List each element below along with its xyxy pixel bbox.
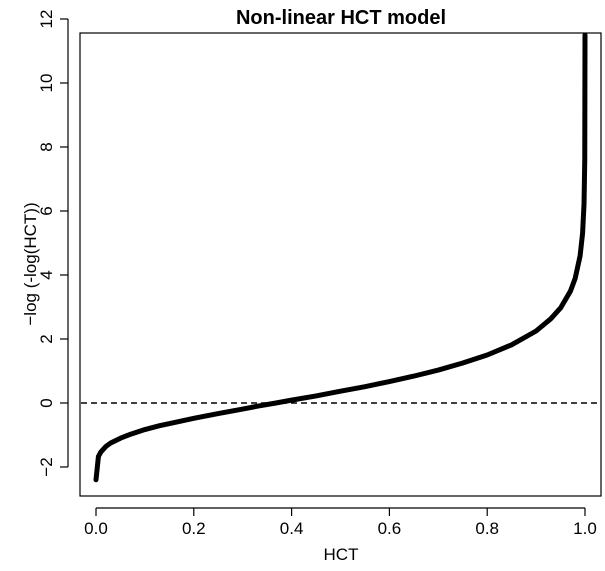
chart-title: Non-linear HCT model	[236, 7, 446, 29]
x-axis: 0.0 0.2 0.4 0.6 0.8 1.0	[84, 507, 597, 538]
y-tick-label: 10	[37, 74, 56, 93]
x-axis-label: HCT	[324, 545, 359, 564]
y-tick-label: 2	[37, 334, 56, 343]
y-axis-label: −log (-log(HCT))	[21, 202, 40, 325]
x-tick-label: 0.6	[378, 519, 402, 538]
y-tick-label: 6	[37, 206, 56, 215]
x-tick-label: 1.0	[573, 519, 597, 538]
series-line	[93, 32, 588, 483]
plot-frame	[79, 32, 602, 497]
y-tick-label: 8	[37, 142, 56, 151]
y-axis: −2 0 2 4 6 8 10 12	[37, 10, 69, 477]
y-tick-label: −2	[37, 457, 56, 476]
x-tick-label: 0.4	[280, 519, 304, 538]
x-tick-label: 0.8	[475, 519, 499, 538]
x-tick-label: 0.0	[84, 519, 108, 538]
y-tick-label: 12	[37, 10, 56, 29]
y-tick-label: 0	[37, 398, 56, 407]
y-tick-label: 4	[37, 270, 56, 279]
x-tick-label: 0.2	[182, 519, 206, 538]
